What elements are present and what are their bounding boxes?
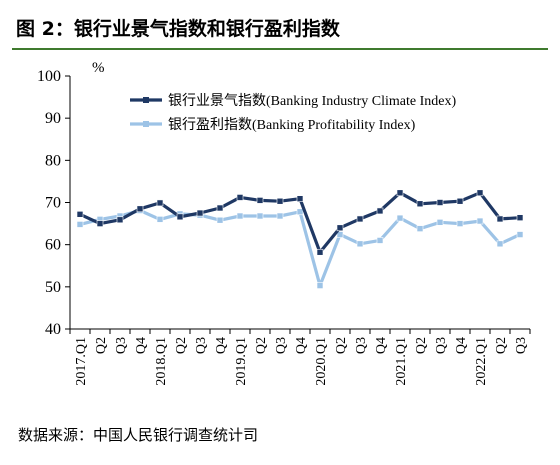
x-tick-label: Q4	[134, 337, 149, 354]
x-tick-label: Q4	[294, 337, 309, 354]
series-line	[79, 208, 521, 288]
data-point	[156, 199, 164, 207]
data-point	[136, 205, 144, 213]
chart-axes: 40 50 60 70 80 90 100 % 2017.Q1 Q2 Q3 Q4 2018.Q1 Q2 Q3…	[37, 60, 531, 386]
data-point	[276, 197, 284, 205]
x-tick-label: 2020.Q1	[314, 337, 329, 386]
legend-swatch-marker	[143, 121, 149, 127]
y-tick-label: 60	[45, 237, 61, 254]
data-point	[456, 197, 464, 205]
data-point	[516, 231, 524, 238]
data-point	[76, 221, 84, 228]
x-tick-label: Q2	[254, 337, 269, 354]
y-tick-label: 40	[45, 321, 61, 338]
figure-title: 图 2：银行业景气指数和银行盈利指数	[16, 18, 340, 40]
x-tick-label: Q4	[214, 337, 229, 354]
x-tick-label: 2018.Q1	[154, 337, 169, 386]
y-axis-unit-label: %	[92, 60, 105, 76]
x-tick-label: 2021.Q1	[394, 337, 409, 386]
data-point	[376, 207, 384, 215]
data-point	[516, 214, 524, 221]
legend-label: 银行盈利指数(Banking Profitability Index)	[168, 117, 416, 133]
data-point	[336, 224, 344, 232]
data-point	[476, 217, 484, 225]
data-point	[116, 216, 124, 224]
y-tick-label: 90	[45, 110, 61, 127]
x-tick-label: Q3	[114, 337, 129, 354]
data-point	[256, 197, 264, 204]
x-tick-label: 2019.Q1	[234, 337, 249, 386]
x-tick-label: Q3	[194, 337, 209, 354]
chart-legend: 银行业景气指数(Banking Industry Climate Index) 银…	[130, 93, 456, 133]
figure-header: 图 2：银行业景气指数和银行盈利指数	[12, 4, 548, 50]
data-point	[276, 212, 284, 220]
data-point	[296, 195, 304, 203]
series-1	[76, 189, 524, 256]
source-note: 数据来源：中国人民银行调查统计司	[18, 426, 259, 444]
legend-label: 银行业景气指数(Banking Industry Climate Index)	[168, 93, 456, 109]
data-point	[376, 237, 384, 244]
x-tick-label: Q2	[414, 337, 429, 354]
data-point	[396, 189, 404, 197]
x-tick-label: Q3	[354, 337, 369, 354]
data-point	[496, 215, 504, 223]
x-tick-label: 2022.Q1	[474, 337, 489, 386]
y-tick-label: 70	[45, 195, 61, 212]
series-2	[76, 207, 524, 289]
data-point	[176, 213, 184, 221]
data-point	[76, 211, 84, 218]
data-point	[336, 231, 344, 238]
data-point	[236, 194, 244, 201]
legend-swatch-marker	[143, 97, 149, 103]
line-chart: 40 50 60 70 80 90 100 % 2017.Q1 Q2 Q3 Q4 2018.Q1 Q2 Q3…	[37, 60, 531, 386]
data-point	[216, 216, 224, 224]
chart-series	[76, 189, 524, 289]
legend-item: 银行盈利指数(Banking Profitability Index)	[130, 117, 416, 133]
data-point	[396, 214, 404, 222]
x-tick-label: Q4	[374, 337, 389, 354]
x-tick-label: Q2	[94, 337, 109, 354]
data-point	[416, 225, 424, 232]
data-point	[456, 220, 464, 227]
data-point	[216, 204, 224, 212]
x-tick-label: Q2	[174, 337, 189, 354]
x-tick-label: 2017.Q1	[74, 337, 89, 386]
data-point	[316, 248, 324, 256]
data-point	[496, 240, 504, 248]
data-point	[416, 200, 424, 208]
y-tick-label: 80	[45, 152, 61, 169]
data-point	[96, 220, 104, 227]
x-tick-label: Q2	[494, 337, 509, 354]
data-point	[316, 282, 324, 289]
y-tick-label: 100	[37, 68, 61, 85]
data-point	[296, 208, 304, 216]
data-point	[356, 215, 364, 223]
data-point	[256, 212, 264, 220]
y-tick-label: 50	[45, 279, 61, 296]
data-point	[436, 199, 444, 206]
x-tick-label: Q3	[514, 337, 529, 354]
x-tick-label: Q4	[454, 337, 469, 354]
data-point	[156, 216, 164, 223]
x-tick-label: Q3	[434, 337, 449, 354]
data-point	[436, 219, 444, 226]
x-tick-label: Q3	[274, 337, 289, 354]
x-tick-label: Q2	[334, 337, 349, 354]
title-underline	[12, 48, 548, 50]
data-point	[356, 240, 364, 248]
data-point	[476, 189, 484, 197]
legend-item: 银行业景气指数(Banking Industry Climate Index)	[130, 93, 456, 109]
data-point	[196, 209, 204, 217]
data-point	[236, 212, 244, 220]
